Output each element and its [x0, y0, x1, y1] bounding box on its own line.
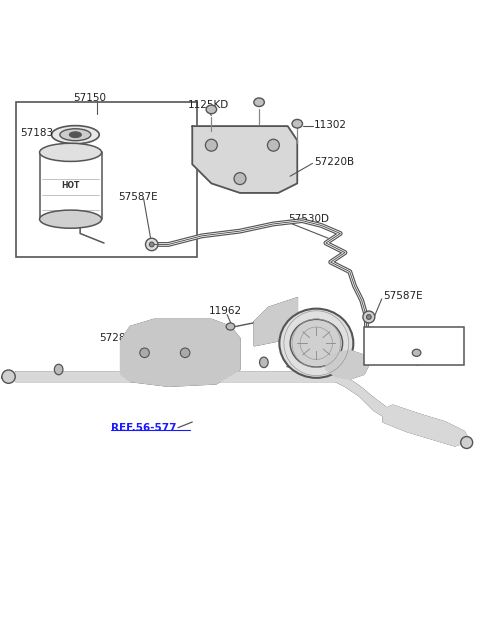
Ellipse shape	[234, 172, 246, 184]
Text: 57183: 57183	[21, 128, 54, 138]
Text: 57100: 57100	[288, 359, 321, 369]
Text: 11962: 11962	[209, 306, 242, 316]
Text: 11302: 11302	[314, 120, 347, 130]
Ellipse shape	[412, 349, 421, 356]
Ellipse shape	[461, 437, 473, 448]
Ellipse shape	[2, 370, 15, 384]
Ellipse shape	[279, 309, 353, 378]
Polygon shape	[120, 320, 240, 386]
Ellipse shape	[206, 105, 216, 113]
Ellipse shape	[70, 132, 81, 138]
Text: 57220B: 57220B	[314, 157, 354, 167]
Ellipse shape	[292, 119, 302, 128]
Text: REF.56-577: REF.56-577	[111, 423, 177, 433]
Ellipse shape	[149, 242, 154, 247]
Text: 57280: 57280	[99, 332, 132, 342]
Ellipse shape	[145, 238, 158, 250]
Ellipse shape	[254, 98, 264, 107]
Ellipse shape	[180, 348, 190, 358]
Text: 1125KD: 1125KD	[188, 100, 229, 110]
Polygon shape	[326, 351, 369, 379]
Ellipse shape	[140, 348, 149, 358]
Text: 57530D: 57530D	[288, 214, 329, 224]
Text: 57150: 57150	[73, 93, 106, 103]
Polygon shape	[192, 126, 297, 193]
Ellipse shape	[267, 139, 279, 151]
Ellipse shape	[205, 139, 217, 151]
Text: 57587E: 57587E	[118, 191, 158, 202]
Ellipse shape	[60, 129, 91, 141]
Text: 57587E: 57587E	[383, 290, 423, 301]
Ellipse shape	[39, 143, 102, 162]
Ellipse shape	[39, 210, 102, 228]
Ellipse shape	[366, 314, 371, 320]
Text: HOT: HOT	[61, 181, 80, 190]
FancyBboxPatch shape	[16, 102, 197, 257]
Polygon shape	[383, 405, 469, 446]
Ellipse shape	[51, 126, 99, 144]
Ellipse shape	[290, 320, 343, 367]
Ellipse shape	[260, 357, 268, 368]
Polygon shape	[254, 298, 297, 346]
Ellipse shape	[54, 365, 63, 375]
Ellipse shape	[363, 311, 375, 323]
Ellipse shape	[226, 323, 235, 330]
Polygon shape	[16, 372, 455, 439]
FancyBboxPatch shape	[364, 327, 464, 365]
Text: 1130DB: 1130DB	[371, 330, 413, 340]
